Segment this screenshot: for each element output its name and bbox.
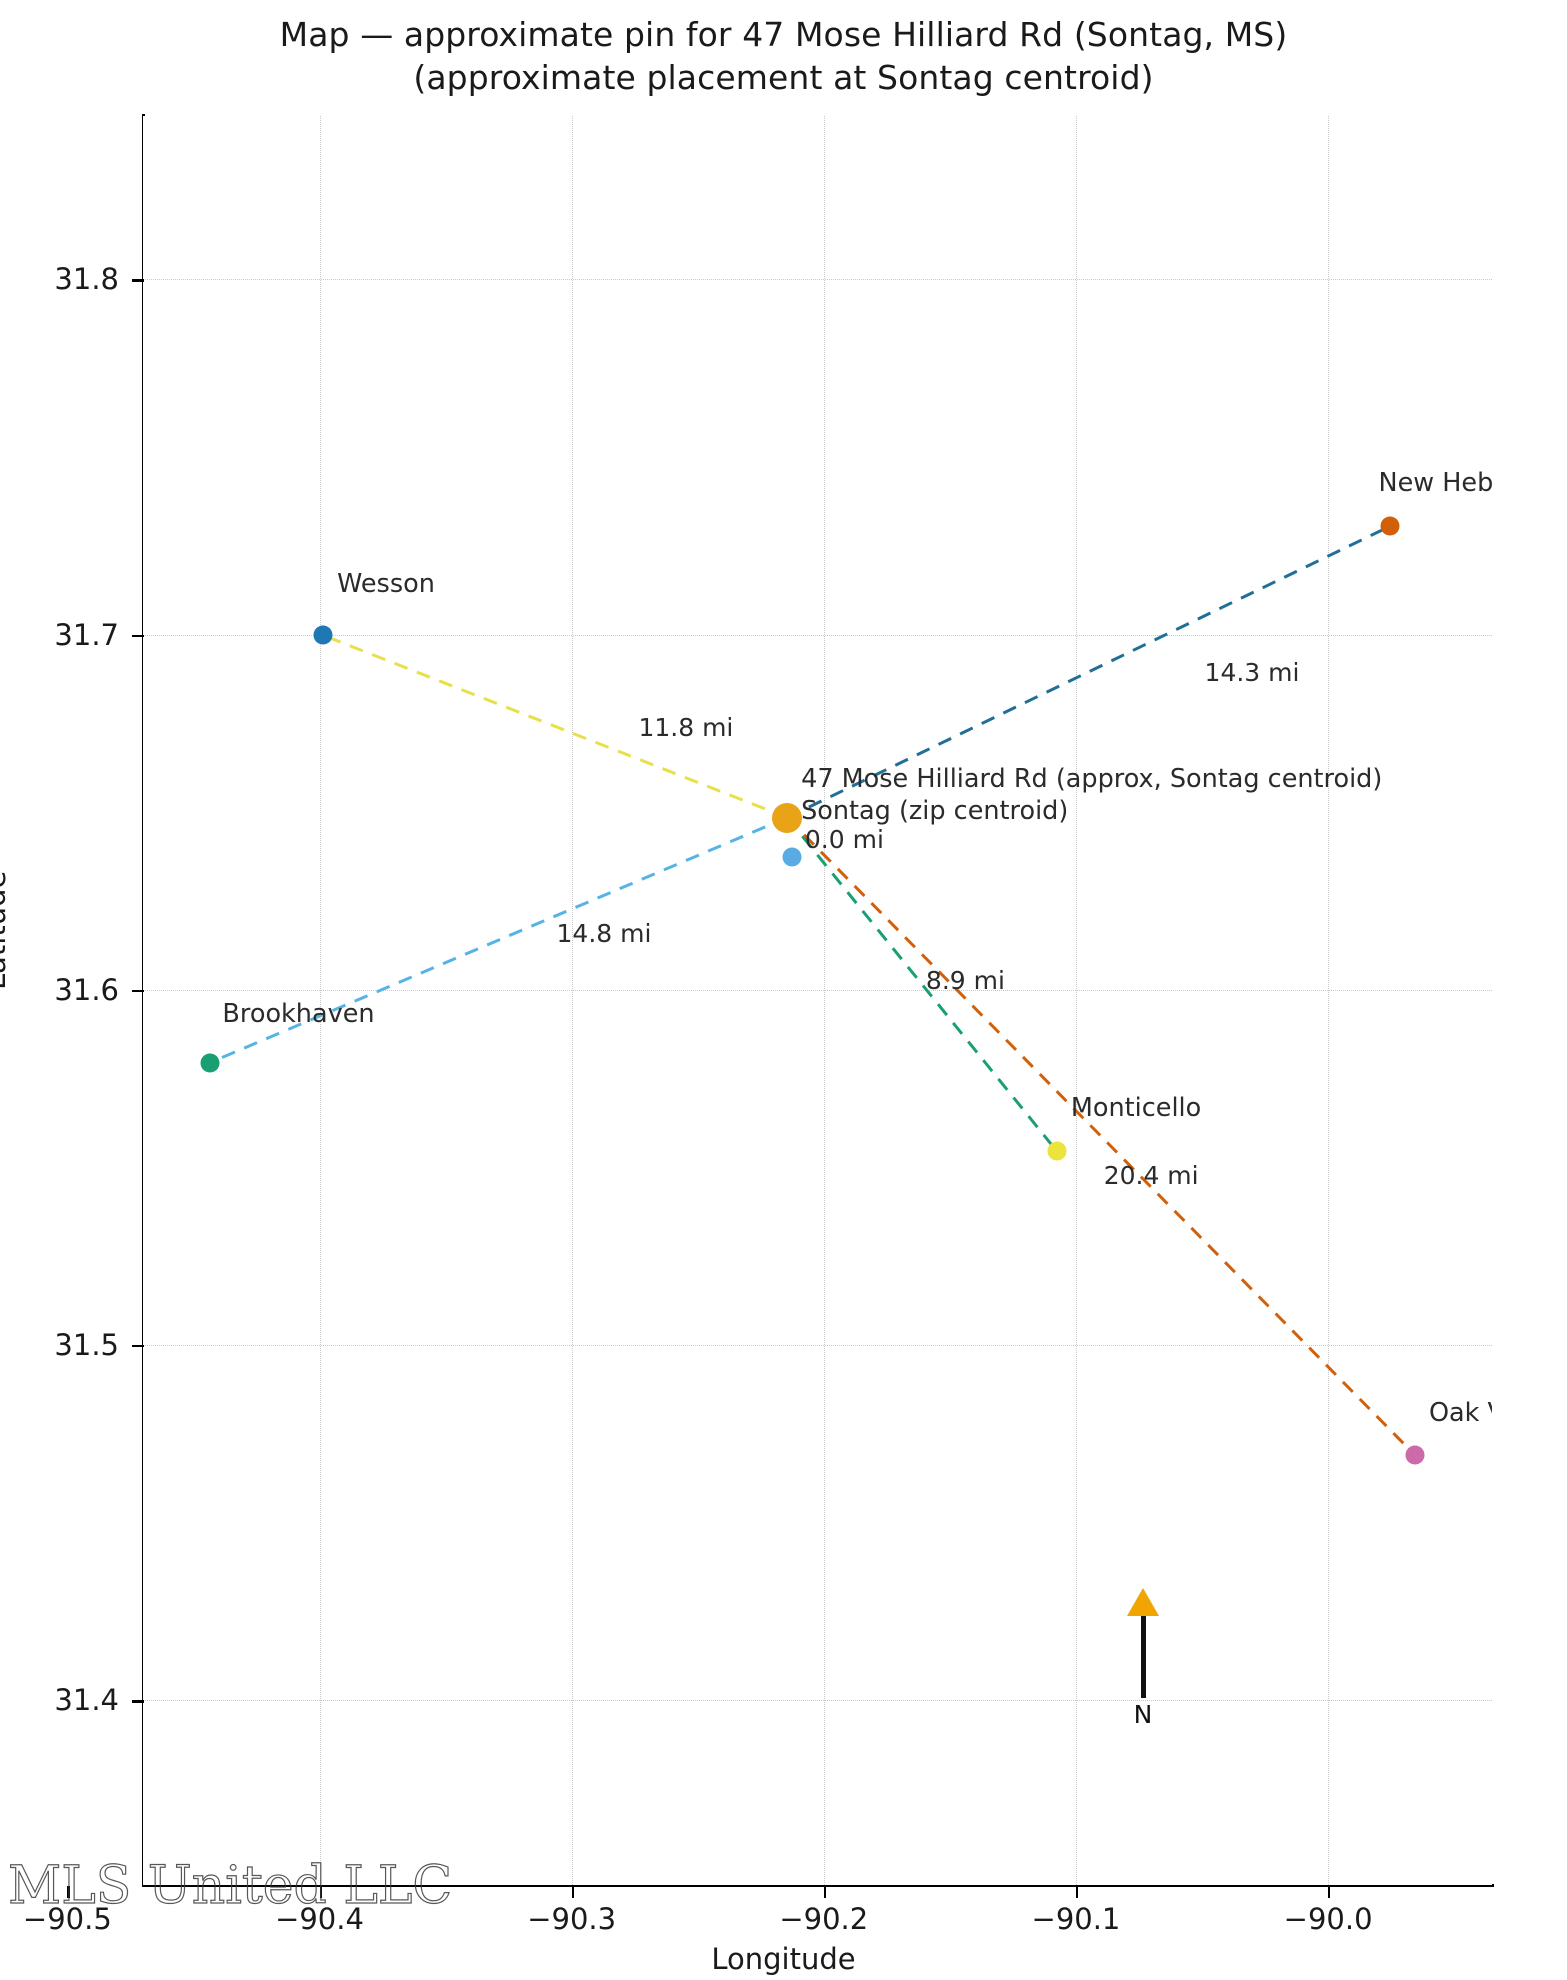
x-axis-spine [142, 1884, 1494, 1887]
plot-area: 47 Mose Hilliard Rd (approx, Sontag cent… [143, 116, 1492, 1885]
x-axis-tick [319, 1886, 322, 1898]
gridline-horizontal [143, 1345, 1492, 1347]
y-axis-tick [132, 989, 144, 993]
compass-north-label: N [1133, 1700, 1153, 1729]
gridline-horizontal [143, 634, 1492, 636]
map-point-label: Sontag (zip centroid) [801, 796, 1069, 827]
x-axis-tick [67, 1886, 70, 1898]
city-marker[interactable] [1380, 516, 1400, 536]
city-marker[interactable] [1047, 1141, 1067, 1161]
distance-line [786, 816, 1059, 1153]
gridline-vertical [1328, 116, 1330, 1885]
gridline-vertical [1075, 116, 1077, 1885]
distance-line [786, 816, 1417, 1457]
distance-label: 14.8 mi [556, 918, 652, 948]
title-line-2: (approximate placement at Sontag centroi… [413, 57, 1154, 97]
y-axis-tick-label: 31.6 [54, 972, 119, 1007]
watermark: MLS United LLC [7, 1855, 453, 1916]
map-pin-marker[interactable] [772, 802, 803, 833]
distance-label: 8.9 mi [925, 965, 1005, 995]
gridline-vertical [571, 116, 573, 1885]
gridline-vertical [823, 116, 825, 1885]
city-marker[interactable] [313, 625, 333, 645]
x-axis-tick [1328, 1886, 1331, 1898]
gridline-horizontal [143, 1700, 1492, 1702]
y-axis-tick-label: 31.8 [54, 262, 119, 297]
x-axis-tick-label: −90.5 [22, 1902, 112, 1936]
gridline-horizontal [143, 989, 1492, 991]
y-axis-tick-label: 31.7 [54, 617, 119, 652]
x-axis-label: Longitude [711, 1942, 856, 1976]
distance-label: 11.8 mi [638, 712, 734, 742]
map-point-label: Oak Vale [1428, 1398, 1492, 1429]
x-axis-tick-label: −90.1 [1031, 1902, 1121, 1936]
distance-label: 14.3 mi [1204, 657, 1300, 687]
distance-label: 0.0 mi [804, 825, 884, 855]
y-axis-tick-label: 31.5 [54, 1328, 119, 1363]
x-axis-tick-label: −90.2 [779, 1902, 869, 1936]
gridline-horizontal [143, 279, 1492, 281]
x-axis-tick-label: −90.3 [527, 1902, 617, 1936]
y-axis-tick [132, 1700, 144, 1703]
map-point-label: New Hebron [1378, 467, 1492, 498]
map-point-label: 47 Mose Hilliard Rd (approx, Sontag cent… [801, 764, 1383, 795]
x-axis-tick [823, 1886, 827, 1898]
map-point-label: Brookhaven [222, 998, 375, 1029]
map-point-label: Monticello [1070, 1092, 1202, 1123]
y-axis-tick-label: 31.4 [54, 1683, 119, 1718]
map-point-label: Wesson [337, 568, 435, 599]
city-marker[interactable] [782, 847, 802, 867]
x-axis-tick [571, 1886, 575, 1898]
compass-arrow-icon [1127, 1588, 1159, 1616]
x-axis-tick-label: −90.4 [275, 1902, 364, 1936]
y-axis-tick [132, 634, 144, 637]
title-line-1: Map — approximate pin for 47 Mose Hillia… [279, 15, 1288, 54]
x-axis-tick-label: −90.0 [1283, 1902, 1373, 1936]
page-title: Map — approximate pin for 47 Mose Hillia… [0, 14, 1567, 100]
y-axis-label: Latitude [0, 870, 12, 990]
y-axis-tick [132, 1345, 144, 1348]
city-marker[interactable] [1405, 1445, 1425, 1465]
x-axis-tick [1075, 1886, 1079, 1898]
city-marker[interactable] [200, 1053, 220, 1073]
compass-shaft [1141, 1612, 1146, 1698]
y-axis-tick [132, 279, 144, 282]
distance-label: 20.4 mi [1103, 1161, 1199, 1191]
